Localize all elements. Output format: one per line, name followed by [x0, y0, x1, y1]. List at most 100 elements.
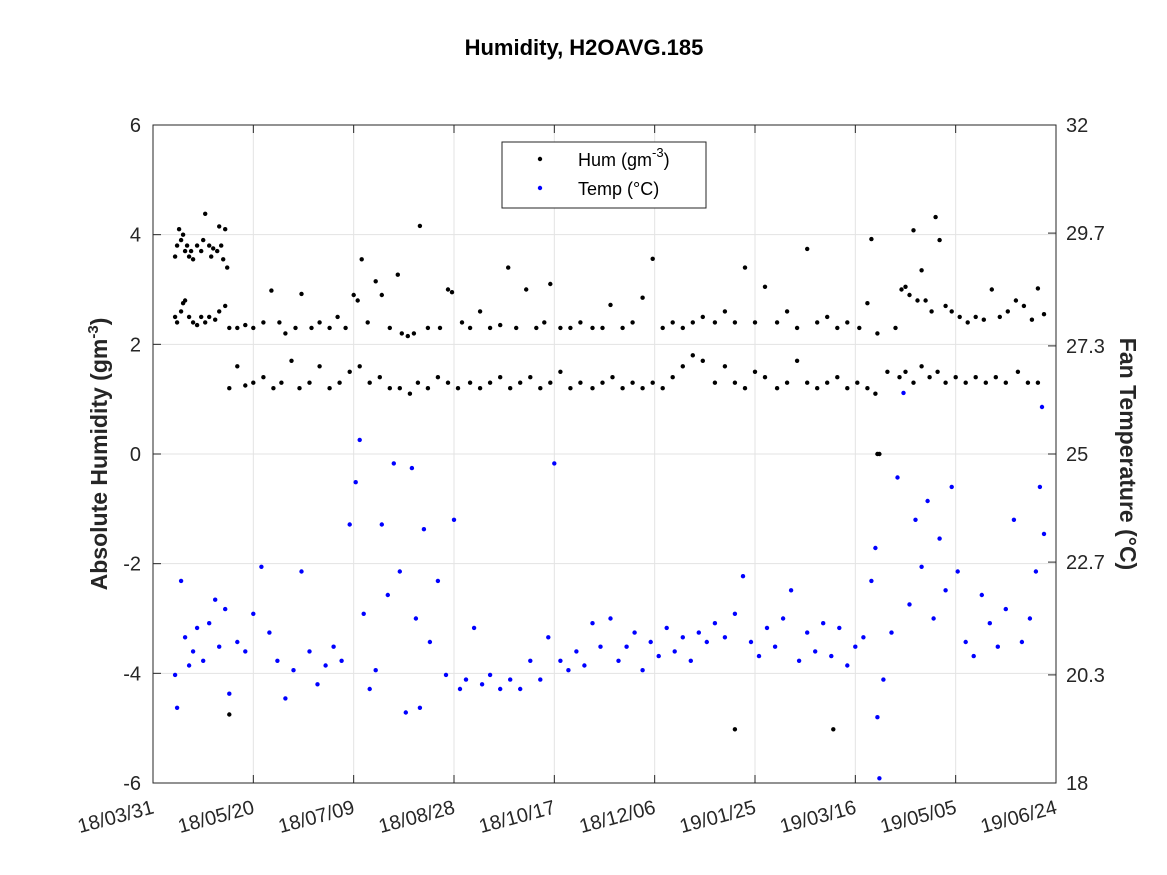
hum-point — [299, 291, 304, 297]
hum-point — [620, 325, 625, 331]
hum-point — [578, 380, 583, 385]
temp-point — [451, 517, 457, 522]
temp-point — [881, 677, 886, 682]
temp-point — [1019, 639, 1025, 645]
temp-point — [853, 644, 858, 649]
hum-point — [620, 386, 625, 391]
temp-point — [435, 578, 441, 584]
hum-point — [732, 320, 738, 325]
hum-point — [700, 358, 705, 363]
hum-point — [927, 375, 932, 380]
hum-point — [357, 364, 362, 369]
temp-point — [979, 592, 984, 598]
hum-point — [610, 375, 615, 380]
temp-point — [664, 625, 669, 631]
hum-point — [1029, 317, 1035, 322]
hum-point — [1025, 380, 1031, 385]
hum-point — [337, 380, 342, 385]
temp-point — [558, 658, 563, 663]
hum-point — [395, 272, 400, 277]
y-right-tick-label: 22.7 — [1066, 552, 1105, 574]
hum-point — [1005, 309, 1010, 314]
hum-point — [184, 243, 190, 248]
temp-point — [616, 658, 621, 663]
temp-point — [845, 663, 850, 668]
temp-point — [895, 475, 900, 480]
hum-point — [215, 248, 220, 254]
hum-point — [186, 314, 192, 320]
temp-point — [987, 621, 992, 626]
temp-point — [1003, 606, 1008, 612]
hum-point — [425, 386, 431, 391]
hum-point — [180, 232, 186, 237]
y-left-tick-label: 0 — [130, 444, 141, 466]
hum-point — [194, 322, 200, 328]
hum-point — [845, 320, 850, 325]
hum-point — [865, 301, 870, 306]
hum-point — [223, 303, 228, 309]
legend: Hum (gm-3) Temp (°C) — [501, 141, 707, 209]
hum-point — [794, 358, 800, 363]
temp-point — [901, 390, 906, 396]
temp-point — [861, 635, 866, 640]
hum-point — [690, 353, 695, 358]
hum-point — [762, 284, 768, 289]
hum-point — [911, 228, 916, 233]
temp-point — [748, 639, 754, 645]
hum-point — [919, 268, 924, 273]
hum-point — [359, 257, 364, 262]
temp-point — [409, 465, 415, 471]
hum-point — [225, 265, 230, 270]
hum-point — [919, 364, 924, 369]
hum-point — [387, 386, 392, 391]
temp-point — [315, 682, 320, 687]
hum-point — [1021, 303, 1027, 309]
hum-point — [487, 325, 493, 331]
temp-point — [889, 630, 894, 635]
temp-point — [712, 621, 718, 626]
temp-point — [1011, 517, 1017, 522]
hum-point — [498, 375, 503, 380]
hum-point — [973, 314, 978, 320]
temp-point — [829, 653, 834, 659]
hum-point — [712, 320, 718, 325]
temp-point — [696, 630, 701, 635]
hum-point — [188, 248, 194, 254]
temp-point — [373, 668, 378, 673]
y-left-tick-label: -6 — [123, 773, 141, 795]
hum-point — [373, 279, 378, 284]
hum-point — [528, 375, 533, 380]
hum-point — [805, 246, 810, 252]
hum-point — [467, 325, 473, 331]
temp-point — [361, 611, 366, 616]
hum-point — [307, 380, 312, 385]
hum-point — [937, 237, 942, 243]
hum-point — [923, 298, 928, 303]
hum-point — [235, 325, 240, 331]
hum-point — [965, 320, 970, 325]
hum-point — [558, 369, 563, 374]
hum-point — [351, 292, 356, 298]
hum-point — [459, 320, 465, 325]
temp-point — [331, 644, 336, 649]
temp-point — [182, 635, 188, 640]
hum-point — [190, 320, 196, 325]
hum-point — [1035, 286, 1041, 291]
legend-label-hum: Hum (gm-3) — [578, 145, 670, 170]
hum-point — [221, 257, 226, 262]
temp-point — [1039, 404, 1045, 410]
temp-point — [648, 639, 653, 645]
temp-point — [518, 686, 523, 692]
temp-point — [624, 644, 629, 649]
hum-point — [411, 331, 417, 336]
hum-point — [885, 369, 890, 374]
hum-point — [877, 451, 882, 457]
hum-point — [935, 369, 940, 374]
hum-point — [209, 254, 214, 259]
hum-point — [831, 727, 836, 732]
temp-point — [479, 682, 485, 687]
hum-point — [223, 227, 228, 232]
temp-point — [740, 574, 746, 579]
temp-point — [299, 569, 304, 574]
